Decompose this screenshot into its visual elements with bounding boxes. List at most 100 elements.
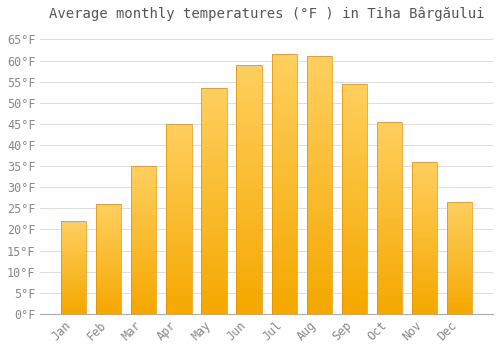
Bar: [342, 254, 367, 259]
Bar: [61, 308, 86, 310]
Bar: [377, 218, 402, 222]
Bar: [236, 204, 262, 209]
Bar: [131, 166, 156, 169]
Bar: [306, 185, 332, 190]
Bar: [342, 98, 367, 102]
Bar: [166, 276, 192, 280]
Bar: [61, 264, 86, 266]
Bar: [447, 218, 472, 220]
Bar: [377, 156, 402, 160]
Bar: [272, 65, 297, 70]
Bar: [272, 85, 297, 91]
Bar: [412, 247, 438, 250]
Bar: [61, 295, 86, 297]
Bar: [96, 250, 122, 252]
Bar: [412, 183, 438, 186]
Bar: [306, 144, 332, 149]
Bar: [412, 204, 438, 208]
Bar: [306, 103, 332, 108]
Bar: [131, 275, 156, 278]
Bar: [377, 295, 402, 299]
Bar: [166, 234, 192, 238]
Bar: [342, 176, 367, 180]
Bar: [447, 307, 472, 309]
Bar: [61, 247, 86, 249]
Bar: [306, 98, 332, 103]
Bar: [236, 244, 262, 249]
Bar: [447, 206, 472, 209]
Bar: [306, 87, 332, 92]
Bar: [131, 264, 156, 267]
Bar: [377, 187, 402, 191]
Bar: [342, 291, 367, 295]
Bar: [166, 284, 192, 287]
Bar: [166, 181, 192, 185]
Bar: [96, 266, 122, 268]
Bar: [202, 241, 226, 246]
Bar: [131, 234, 156, 237]
Bar: [96, 244, 122, 246]
Bar: [272, 189, 297, 195]
Bar: [342, 250, 367, 254]
Bar: [342, 144, 367, 148]
Bar: [447, 242, 472, 245]
Bar: [61, 245, 86, 247]
Bar: [342, 208, 367, 213]
Bar: [447, 274, 472, 276]
Bar: [342, 158, 367, 162]
Bar: [236, 145, 262, 149]
Bar: [306, 180, 332, 185]
Bar: [202, 251, 226, 255]
Bar: [306, 195, 332, 201]
Bar: [96, 312, 122, 314]
Bar: [202, 187, 226, 192]
Bar: [447, 292, 472, 294]
Bar: [131, 293, 156, 296]
Bar: [377, 137, 402, 141]
Bar: [96, 309, 122, 312]
Bar: [96, 222, 122, 224]
Bar: [236, 179, 262, 184]
Bar: [377, 198, 402, 202]
Bar: [202, 215, 226, 219]
Bar: [202, 273, 226, 278]
Bar: [202, 156, 226, 160]
Bar: [236, 309, 262, 314]
Bar: [236, 85, 262, 90]
Bar: [272, 179, 297, 184]
Bar: [166, 257, 192, 261]
Bar: [96, 230, 122, 233]
Bar: [202, 300, 226, 305]
Bar: [412, 262, 438, 265]
Bar: [166, 166, 192, 169]
Bar: [166, 196, 192, 200]
Bar: [447, 260, 472, 262]
Bar: [236, 65, 262, 314]
Bar: [202, 120, 226, 124]
Bar: [236, 294, 262, 299]
Bar: [236, 110, 262, 114]
Bar: [272, 106, 297, 111]
Bar: [236, 274, 262, 279]
Bar: [131, 193, 156, 196]
Bar: [272, 111, 297, 117]
Bar: [447, 289, 472, 292]
Bar: [131, 258, 156, 261]
Bar: [166, 272, 192, 276]
Bar: [96, 285, 122, 288]
Bar: [236, 174, 262, 179]
Bar: [342, 309, 367, 314]
Bar: [306, 56, 332, 314]
Bar: [306, 303, 332, 309]
Bar: [131, 204, 156, 208]
Bar: [202, 106, 226, 111]
Bar: [166, 162, 192, 166]
Bar: [342, 194, 367, 199]
Bar: [131, 273, 156, 275]
Bar: [131, 216, 156, 219]
Bar: [202, 160, 226, 165]
Bar: [61, 292, 86, 293]
Bar: [272, 257, 297, 262]
Bar: [131, 178, 156, 181]
Bar: [61, 273, 86, 275]
